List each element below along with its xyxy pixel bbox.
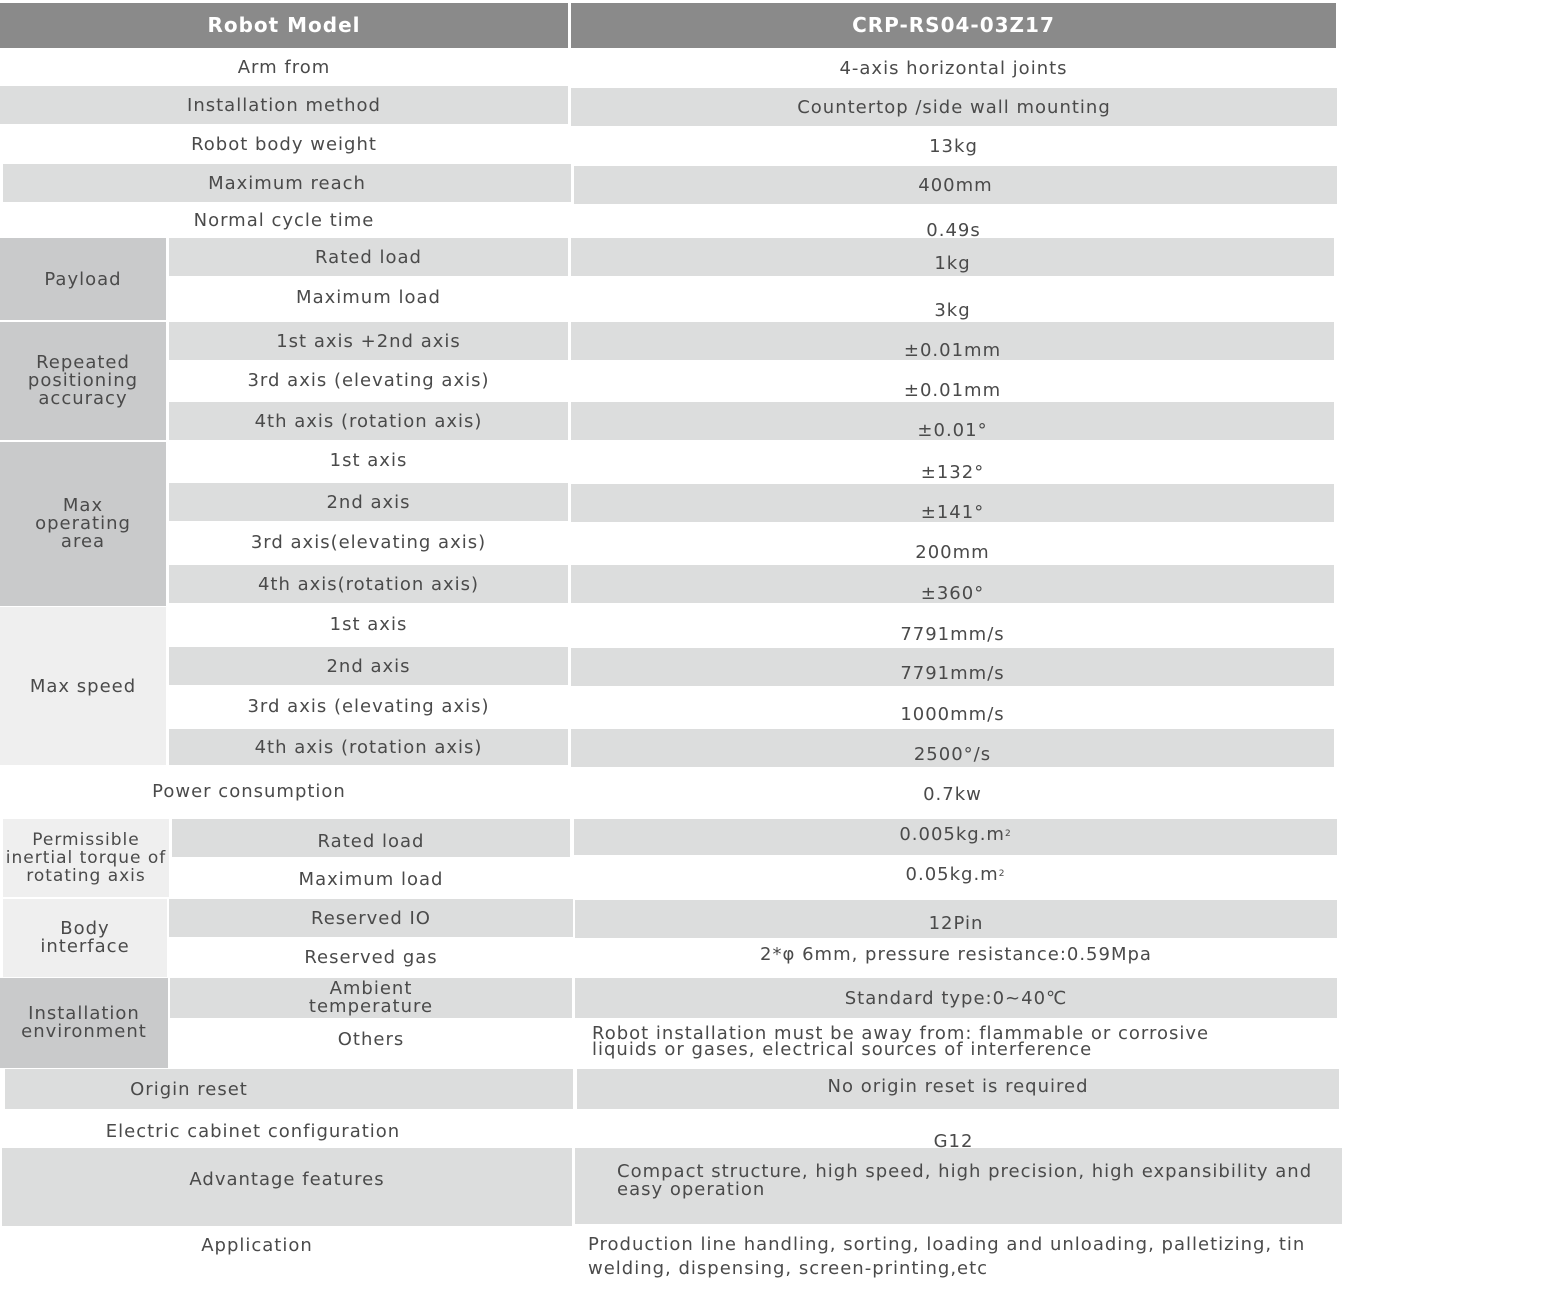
superscript: 2 (998, 868, 1006, 879)
value-text: 0.05kg.m (905, 863, 999, 885)
row-value: 4-axis horizontal joints (571, 48, 1336, 88)
sub-value: 7791mm/s (571, 614, 1334, 654)
sub-label: 2nd axis (169, 483, 568, 521)
sub-label: Rated load (172, 819, 570, 857)
sub-value: ±360° (571, 565, 1334, 603)
row-value: Countertop /side wall mounting (571, 88, 1337, 126)
sub-label: Maximum load (172, 860, 570, 898)
sub-label: 4th axis (rotation axis) (169, 402, 568, 440)
row-label: Origin reset (5, 1069, 573, 1109)
row-label: Installation method (0, 86, 568, 124)
row-value: 400mm (574, 166, 1337, 204)
sub-value: Robot installation must be away from: fl… (572, 1020, 1272, 1064)
sub-value: 1kg (571, 238, 1334, 276)
sub-label: 1st axis (169, 604, 568, 644)
sub-value: ±0.01° (571, 402, 1334, 440)
sub-label: Reserved gas (169, 938, 573, 976)
sub-label: 1st axis (169, 440, 568, 480)
row-value: 0.7kw (571, 774, 1334, 814)
row-label: Arm from (0, 48, 568, 86)
sub-value: Standard type:0~40℃ (575, 978, 1337, 1018)
group-label: Payload (0, 238, 166, 320)
row-label: Power consumption (0, 770, 498, 812)
sub-label: 3rd axis (elevating axis) (169, 360, 568, 400)
sub-label: 4th axis(rotation axis) (169, 565, 568, 603)
header-model: CRP-RS04-03Z17 (571, 3, 1336, 48)
group-label: Max operating area (0, 442, 166, 606)
row-label: Normal cycle time (0, 202, 568, 238)
sub-label: Ambient temperature (170, 978, 572, 1018)
header-label: Robot Model (0, 3, 568, 48)
sub-label: 4th axis (rotation axis) (169, 729, 568, 765)
sub-label: Reserved IO (169, 899, 573, 937)
row-value: Compact structure, high speed, high prec… (575, 1148, 1342, 1224)
row-value: No origin reset is required (577, 1069, 1339, 1109)
row-value: Production line handling, sorting, loadi… (570, 1230, 1340, 1284)
superscript: 2 (1004, 828, 1012, 839)
sub-value: 0.005kg.m 2 (574, 819, 1337, 857)
group-label: Body interface (3, 899, 167, 977)
row-label: Application (0, 1226, 514, 1264)
sub-label: Maximum load (169, 278, 568, 316)
row-value: 13kg (571, 126, 1336, 166)
sub-value: 0.05kg.m 2 (574, 855, 1337, 893)
row-label: Robot body weight (0, 124, 568, 164)
sub-label: 3rd axis(elevating axis) (169, 522, 568, 562)
row-label: Electric cabinet configuration (0, 1112, 506, 1150)
group-label: Max speed (0, 607, 166, 765)
sub-label: 1st axis +2nd axis (169, 322, 568, 360)
sub-value: 1000mm/s (571, 694, 1334, 734)
sub-value: ±0.01mm (571, 322, 1334, 360)
sub-value: ±141° (571, 484, 1334, 522)
row-label: Advantage features (2, 1148, 572, 1226)
sub-label: 3rd axis (elevating axis) (169, 686, 568, 726)
group-label: Permissible inertial torque of rotating … (3, 819, 169, 897)
sub-value: 2500°/s (571, 729, 1334, 767)
sub-label: Rated load (169, 238, 568, 276)
sub-value: 12Pin (575, 900, 1337, 938)
sub-label: Others (170, 1018, 572, 1060)
sub-value: 2*φ 6mm, pressure resistance:0.59Mpa (575, 938, 1337, 970)
row-label: Maximum reach (3, 164, 571, 202)
group-label: Repeated positioning accuracy (0, 322, 166, 440)
value-text: 0.005kg.m (899, 823, 1005, 845)
group-label: Installation environment (0, 978, 168, 1068)
sub-value: 7791mm/s (571, 648, 1334, 686)
sub-label: 2nd axis (169, 647, 568, 685)
